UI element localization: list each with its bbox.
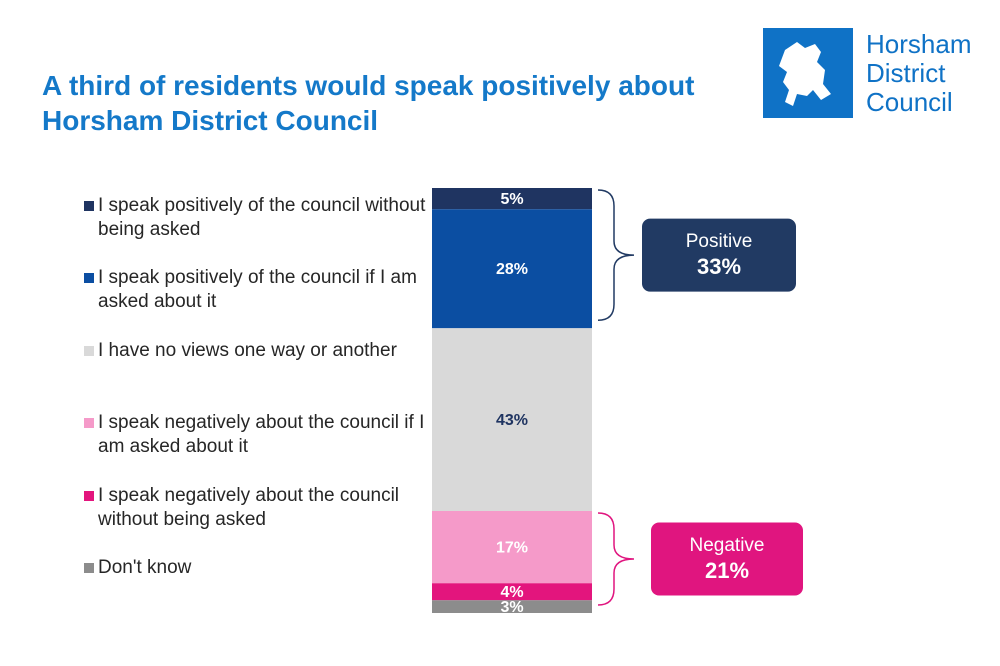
callout-value: 21% [705,558,749,583]
callout-box [651,522,803,596]
legend-label: I speak negatively about the council wit… [98,484,400,530]
data-label: 5% [500,191,523,208]
logo-line: Council [866,87,953,117]
callout-label: Negative [690,535,765,556]
bar-segment [432,583,592,601]
data-label: 43% [496,412,528,429]
bar-segment [432,600,592,613]
legend-swatch [84,418,94,429]
bar-segment [432,328,592,511]
chart-title: A third of residents would speak positiv… [42,70,695,136]
legend-swatch [84,490,94,501]
legend-label: I speak negatively about the council if … [98,412,425,458]
callout-value: 33% [697,254,741,279]
bracket [597,189,635,321]
legend-label: I have no views one way or another [98,339,397,361]
legend-label: Don't know [98,557,192,578]
bar-segment [432,188,592,210]
callout-label: Positive [686,231,753,252]
legend-swatch [84,563,94,573]
legend-swatch [84,201,94,211]
logo-text: Horsham District Council [866,30,971,117]
legend-swatch [84,273,94,284]
bar-segment [432,511,592,584]
data-label: 4% [500,584,523,601]
logo-line: District [866,58,946,88]
legend-swatch [84,345,94,356]
legend-label: I speak positively of the council withou… [98,195,426,240]
callout-box [642,218,796,292]
logo-lion [779,42,831,106]
data-label: 3% [500,599,523,616]
data-label: 17% [496,539,528,556]
data-label: 28% [496,261,528,278]
bracket [597,512,635,606]
bar-segment [432,209,592,329]
logo-line: Horsham [866,29,972,59]
legend-label: I speak positively of the council if I a… [98,267,417,313]
